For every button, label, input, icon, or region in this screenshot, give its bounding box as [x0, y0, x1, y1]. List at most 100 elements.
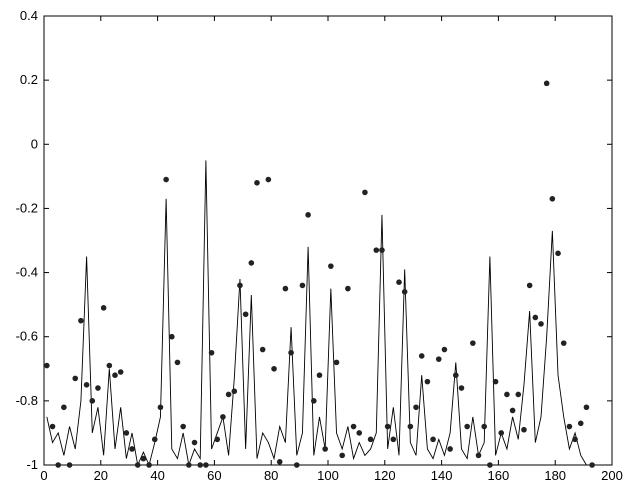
x-tick-label: 60	[207, 468, 221, 483]
data-point	[373, 247, 380, 253]
data-point	[538, 321, 544, 327]
data-point	[509, 407, 516, 414]
data-point	[481, 423, 488, 430]
x-tick-label: 180	[544, 468, 566, 483]
data-point	[117, 369, 124, 375]
data-point	[413, 404, 419, 411]
data-point	[66, 462, 73, 468]
data-point	[100, 305, 107, 311]
data-point	[146, 462, 152, 468]
data-point	[526, 282, 533, 289]
data-point	[498, 430, 505, 436]
data-point	[299, 282, 306, 289]
data-point	[203, 462, 209, 468]
data-point	[322, 446, 328, 452]
data-point	[140, 455, 147, 462]
y-tick-label: -0.4	[16, 265, 38, 280]
data-point	[305, 212, 311, 218]
data-point	[254, 179, 260, 186]
data-point	[521, 426, 527, 433]
data-point	[169, 333, 175, 340]
data-point	[345, 285, 351, 292]
data-point	[237, 282, 243, 289]
data-point	[163, 176, 169, 183]
data-point	[441, 346, 448, 353]
data-point	[418, 353, 425, 359]
data-point	[560, 340, 567, 346]
data-point	[470, 340, 476, 346]
data-point	[123, 430, 130, 436]
data-point	[44, 362, 50, 369]
data-point	[401, 289, 408, 295]
data-point	[293, 462, 300, 468]
data-point	[379, 247, 385, 253]
data-point	[61, 404, 67, 411]
data-point	[276, 458, 283, 465]
data-point	[242, 311, 249, 318]
data-point	[367, 436, 374, 443]
data-point	[259, 346, 266, 353]
data-point	[333, 359, 340, 366]
data-point	[134, 462, 141, 468]
data-point	[316, 372, 323, 379]
data-point	[214, 436, 221, 443]
data-point	[583, 404, 590, 411]
data-point	[362, 189, 368, 196]
data-point	[55, 462, 61, 468]
data-point	[271, 365, 277, 372]
data-point	[487, 462, 493, 468]
data-point	[265, 176, 272, 183]
data-point	[174, 359, 181, 366]
x-tick-label: 100	[317, 468, 339, 483]
data-point	[220, 414, 226, 420]
data-point	[464, 423, 470, 430]
data-point	[191, 439, 198, 446]
data-point	[549, 196, 556, 202]
data-point	[311, 398, 317, 404]
data-point	[577, 420, 584, 427]
data-point	[106, 362, 113, 369]
data-point	[350, 423, 357, 430]
data-point	[157, 404, 164, 411]
data-point	[112, 372, 118, 379]
data-point	[288, 349, 294, 356]
data-point	[180, 423, 186, 430]
data-line	[46, 160, 593, 467]
data-point	[186, 462, 192, 468]
y-tick-label: -0.8	[16, 393, 38, 408]
data-point	[589, 462, 595, 468]
data-point	[566, 423, 573, 430]
y-tick-label: 0.2	[20, 72, 38, 87]
x-tick-label: 40	[150, 468, 164, 483]
data-point	[555, 250, 561, 257]
x-tick-label: 200	[601, 468, 623, 483]
data-point	[504, 391, 510, 398]
data-point	[231, 388, 238, 395]
data-point	[282, 285, 289, 292]
x-tick-label: 80	[264, 468, 278, 483]
x-tick-label: 160	[488, 468, 510, 483]
data-point	[72, 375, 79, 382]
y-tick-label: 0.4	[20, 8, 38, 23]
data-point	[328, 263, 334, 269]
data-point	[492, 378, 499, 385]
data-point	[384, 423, 391, 430]
x-tick-label: 140	[431, 468, 453, 483]
y-tick-label: -0.2	[16, 200, 38, 215]
data-point	[89, 398, 96, 404]
data-point	[572, 436, 578, 443]
plot-frame	[43, 15, 613, 466]
data-point	[151, 436, 158, 443]
data-point	[225, 391, 232, 398]
data-point	[396, 279, 402, 285]
y-tick-label: 0	[31, 136, 38, 151]
data-point	[543, 80, 550, 87]
data-point	[339, 452, 346, 459]
data-point	[83, 382, 90, 388]
x-tick-label: 120	[374, 468, 396, 483]
x-tick-label: 20	[94, 468, 108, 483]
data-point	[95, 385, 101, 391]
data-point	[447, 446, 453, 452]
data-point	[197, 462, 203, 468]
